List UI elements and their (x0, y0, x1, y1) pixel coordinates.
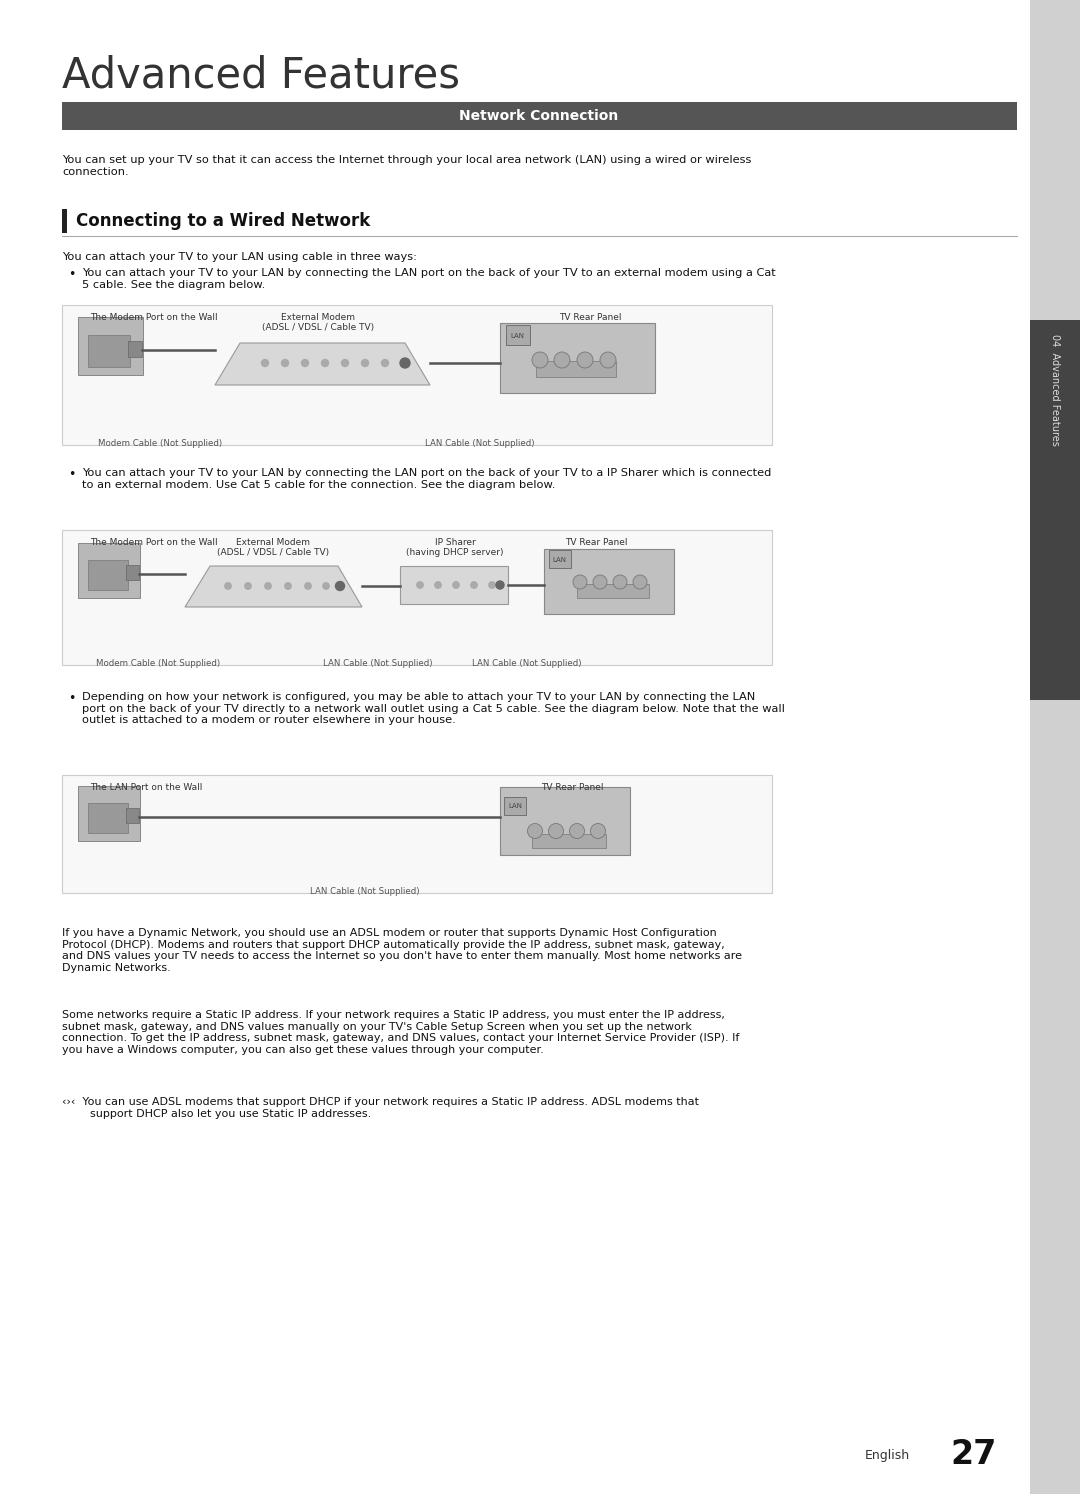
Circle shape (591, 823, 606, 838)
Text: If you have a Dynamic Network, you should use an ADSL modem or router that suppo: If you have a Dynamic Network, you shoul… (62, 928, 742, 973)
Circle shape (336, 581, 345, 590)
Circle shape (301, 360, 309, 366)
Bar (62, 209, 67, 233)
Bar (1030, 320, 1080, 701)
Bar (532, 834, 606, 849)
Circle shape (341, 360, 349, 366)
Circle shape (265, 583, 271, 589)
Text: 04  Advanced Features: 04 Advanced Features (1050, 335, 1059, 445)
Bar (62, 775, 772, 893)
Circle shape (305, 583, 311, 589)
Text: •: • (68, 267, 76, 281)
Circle shape (471, 581, 477, 589)
Circle shape (323, 583, 329, 589)
Bar (87, 335, 130, 368)
Circle shape (362, 360, 368, 366)
Text: The Modem Port on the Wall: The Modem Port on the Wall (90, 538, 218, 547)
Circle shape (549, 823, 564, 838)
Bar (504, 796, 526, 816)
Circle shape (613, 575, 627, 589)
Circle shape (245, 583, 252, 589)
Polygon shape (215, 344, 430, 385)
Circle shape (569, 823, 584, 838)
Bar (78, 542, 140, 598)
Polygon shape (185, 566, 362, 607)
Bar (577, 584, 649, 598)
Text: You can attach your TV to your LAN by connecting the LAN port on the back of you: You can attach your TV to your LAN by co… (82, 267, 775, 290)
Circle shape (593, 575, 607, 589)
Bar (536, 362, 616, 376)
Text: TV Rear Panel: TV Rear Panel (558, 314, 621, 323)
Circle shape (527, 823, 542, 838)
Bar (62, 530, 772, 665)
Text: LAN Cable (Not Supplied): LAN Cable (Not Supplied) (323, 659, 433, 668)
Text: External Modem
(ADSL / VDSL / Cable TV): External Modem (ADSL / VDSL / Cable TV) (262, 314, 374, 332)
Text: Modem Cable (Not Supplied): Modem Cable (Not Supplied) (96, 659, 220, 668)
Bar (78, 786, 140, 841)
Bar (400, 566, 508, 604)
Circle shape (453, 581, 459, 589)
Text: IP Sharer
(having DHCP server): IP Sharer (having DHCP server) (406, 538, 503, 557)
Bar (500, 787, 630, 855)
Circle shape (577, 353, 593, 368)
Bar (1030, 0, 1080, 1494)
Bar (129, 341, 141, 357)
Text: Modem Cable (Not Supplied): Modem Cable (Not Supplied) (98, 439, 222, 448)
Text: Depending on how your network is configured, you may be able to attach your TV t: Depending on how your network is configu… (82, 692, 785, 725)
Bar (62, 102, 1017, 130)
Text: You can attach your TV to your LAN by connecting the LAN port on the back of you: You can attach your TV to your LAN by co… (82, 468, 771, 490)
Text: LAN Cable (Not Supplied): LAN Cable (Not Supplied) (472, 659, 582, 668)
Circle shape (573, 575, 588, 589)
Circle shape (633, 575, 647, 589)
Bar (126, 565, 139, 580)
Text: Connecting to a Wired Network: Connecting to a Wired Network (76, 212, 370, 230)
Text: •: • (68, 692, 76, 705)
Bar (549, 550, 571, 568)
Text: LAN Cable (Not Supplied): LAN Cable (Not Supplied) (310, 887, 420, 896)
Text: TV Rear Panel: TV Rear Panel (565, 538, 627, 547)
Bar (87, 802, 129, 834)
Circle shape (381, 360, 389, 366)
Text: •: • (68, 468, 76, 481)
Bar (62, 305, 772, 445)
Circle shape (261, 360, 269, 366)
Text: External Modem
(ADSL / VDSL / Cable TV): External Modem (ADSL / VDSL / Cable TV) (217, 538, 329, 557)
Text: Advanced Features: Advanced Features (62, 54, 460, 96)
Circle shape (532, 353, 548, 368)
Circle shape (225, 583, 231, 589)
Circle shape (554, 353, 570, 368)
Text: The Modem Port on the Wall: The Modem Port on the Wall (90, 314, 218, 323)
Text: You can set up your TV so that it can access the Internet through your local are: You can set up your TV so that it can ac… (62, 155, 752, 176)
Circle shape (282, 360, 288, 366)
Circle shape (322, 360, 328, 366)
Bar (78, 317, 143, 375)
Text: ‹›‹  You can use ADSL modems that support DHCP if your network requires a Static: ‹›‹ You can use ADSL modems that support… (62, 1097, 699, 1119)
Circle shape (489, 581, 496, 589)
Bar (87, 560, 129, 590)
Bar (544, 548, 674, 614)
Text: LAN: LAN (508, 802, 522, 808)
Circle shape (285, 583, 292, 589)
Bar (507, 326, 530, 345)
Text: LAN Cable (Not Supplied): LAN Cable (Not Supplied) (426, 439, 535, 448)
Text: The LAN Port on the Wall: The LAN Port on the Wall (90, 783, 202, 792)
Text: You can attach your TV to your LAN using cable in three ways:: You can attach your TV to your LAN using… (62, 252, 417, 261)
Text: Some networks require a Static IP address. If your network requires a Static IP : Some networks require a Static IP addres… (62, 1010, 740, 1055)
Bar (500, 323, 654, 393)
Text: TV Rear Panel: TV Rear Panel (541, 783, 604, 792)
Circle shape (435, 581, 442, 589)
Text: LAN: LAN (552, 557, 566, 563)
Circle shape (496, 581, 504, 589)
Text: 27: 27 (950, 1439, 997, 1472)
Text: English: English (865, 1449, 910, 1461)
Circle shape (400, 359, 410, 368)
Text: Network Connection: Network Connection (459, 109, 619, 123)
Text: LAN: LAN (510, 333, 524, 339)
Circle shape (417, 581, 423, 589)
Circle shape (600, 353, 616, 368)
Bar (126, 808, 139, 823)
